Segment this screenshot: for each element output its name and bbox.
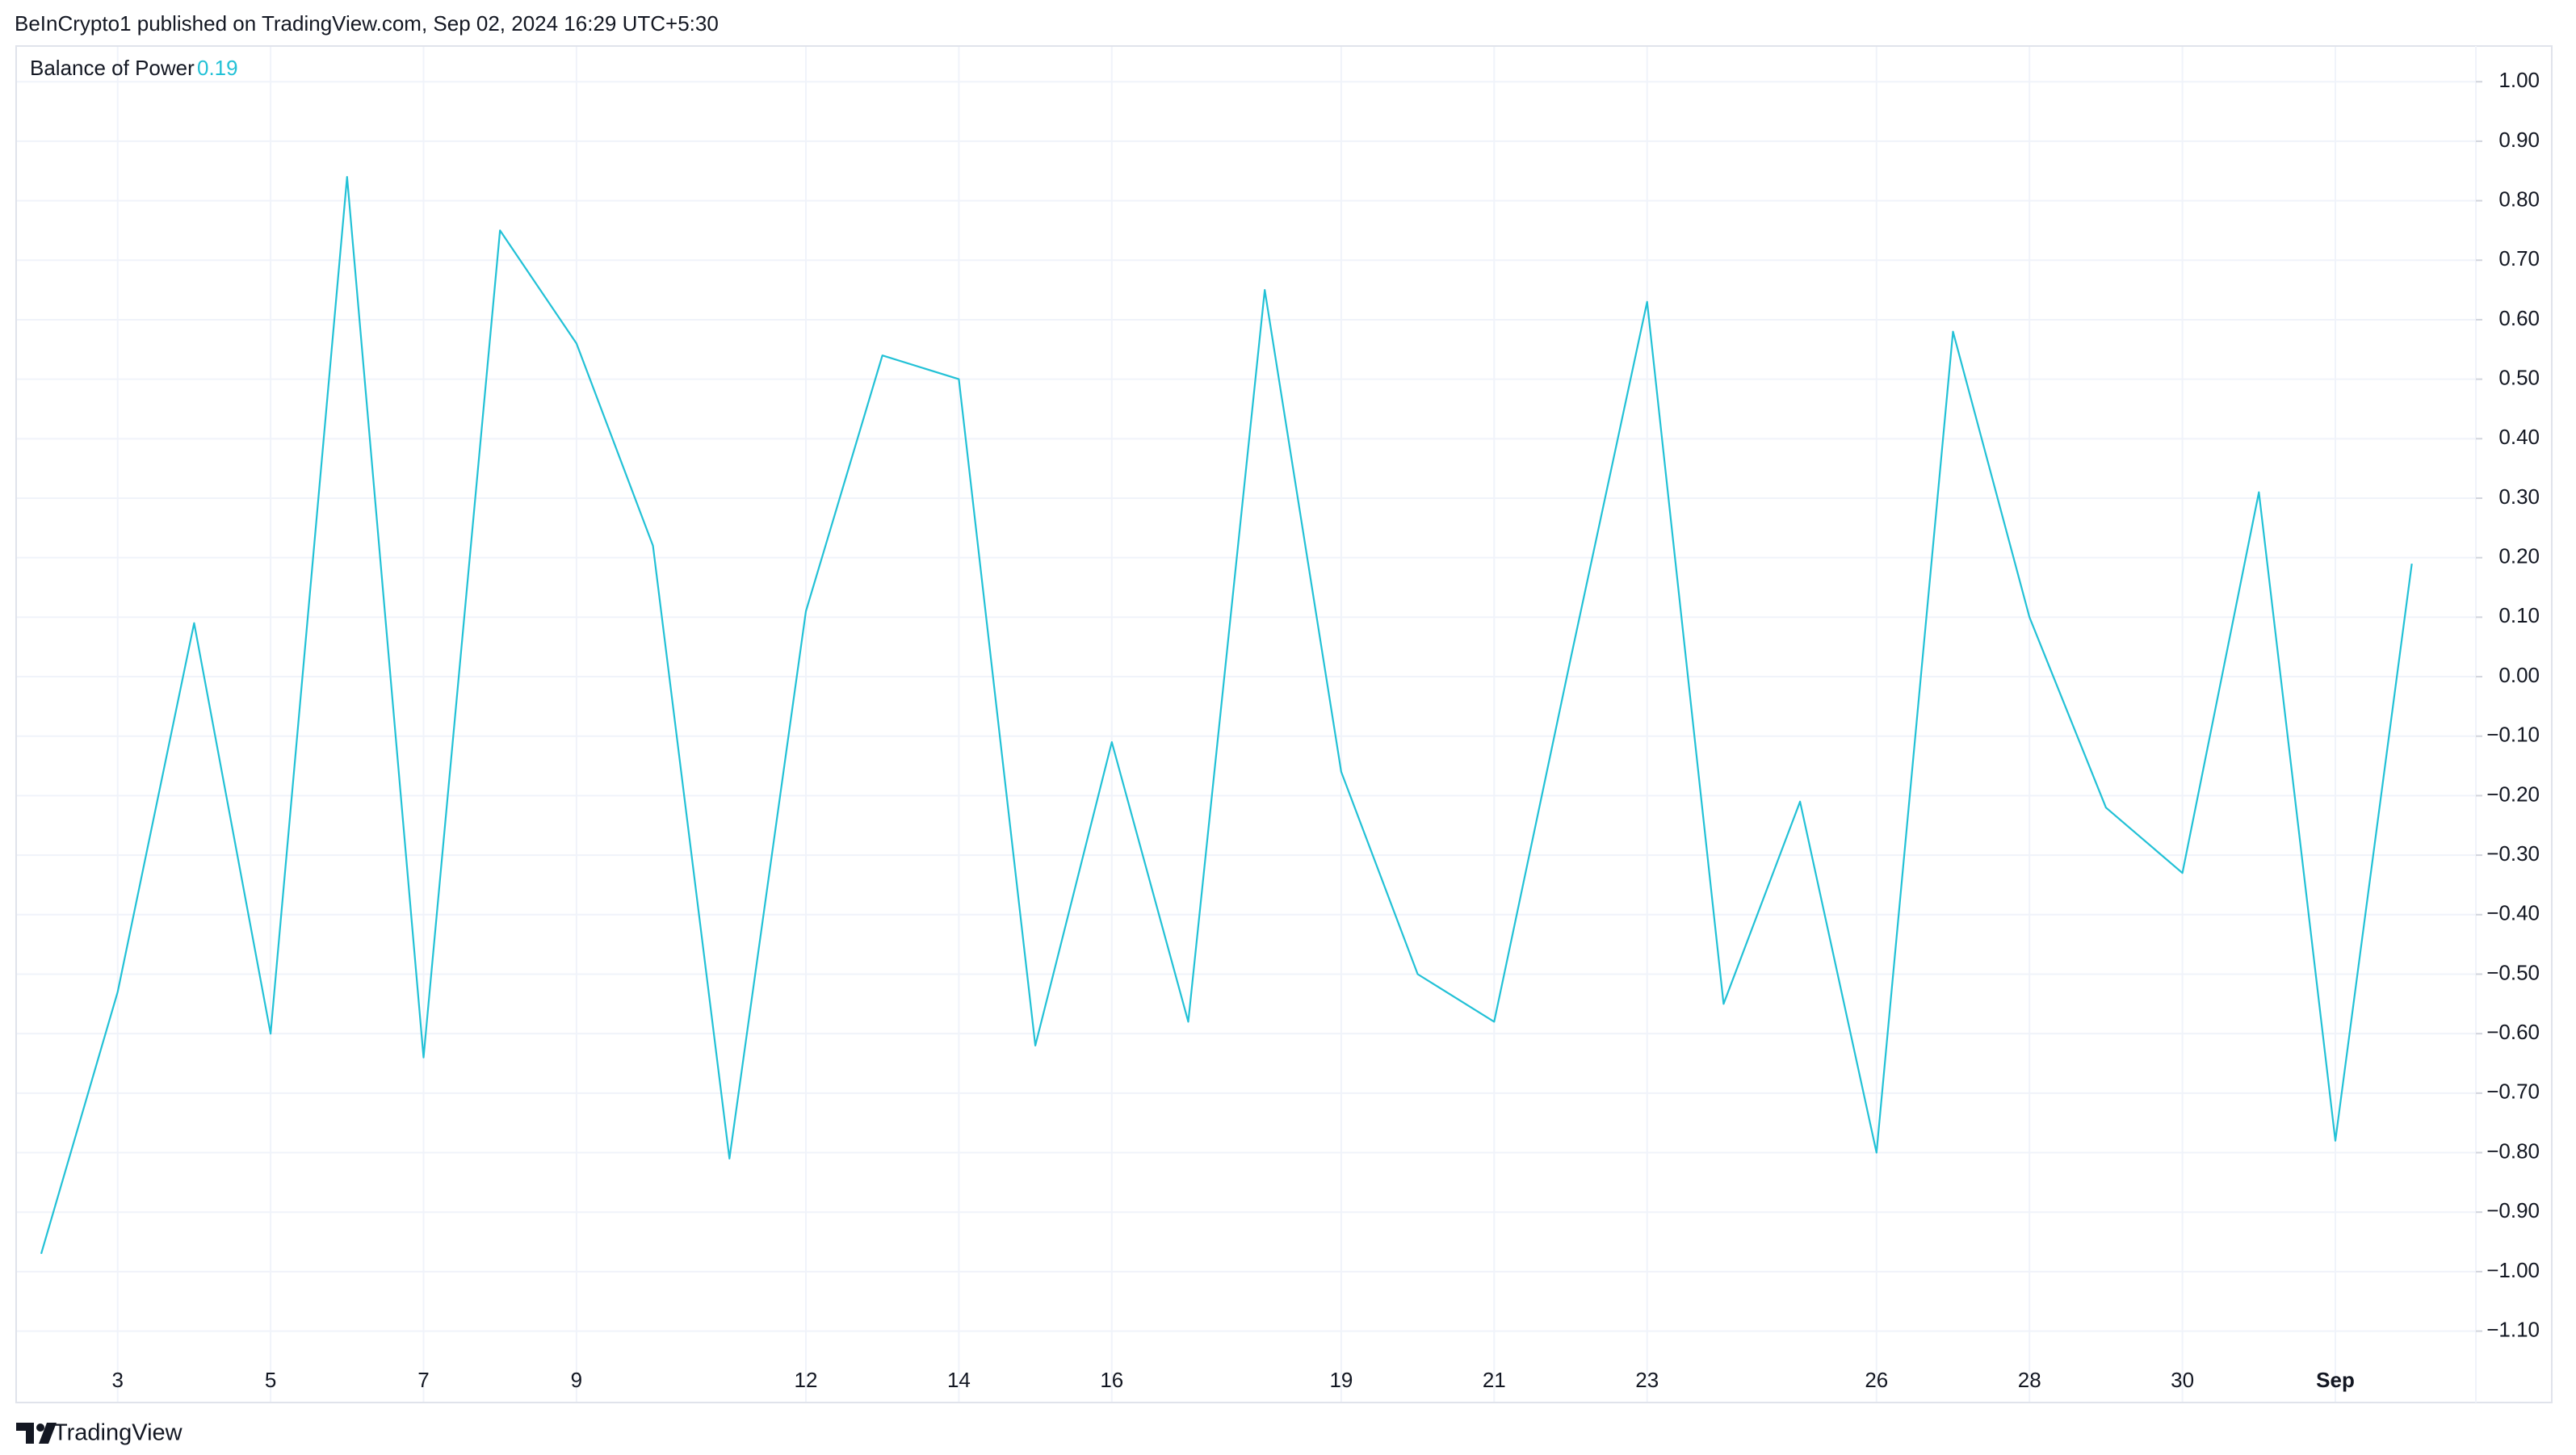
x-tick-label: 5 — [265, 1368, 276, 1392]
x-tick-label: 19 — [1329, 1368, 1353, 1392]
x-tick-label: 23 — [1635, 1368, 1659, 1392]
x-tick-label: Sep — [2316, 1368, 2355, 1392]
logo-dot — [36, 1424, 44, 1432]
y-tick-label: 1.00 — [2498, 68, 2540, 92]
x-tick-label: 7 — [417, 1368, 429, 1392]
y-tick-label: 0.50 — [2498, 366, 2540, 390]
y-tick-label: −0.70 — [2486, 1080, 2540, 1104]
publish-header: BeInCrypto1 published on TradingView.com… — [15, 11, 719, 36]
y-tick-label: −0.60 — [2486, 1020, 2540, 1044]
legend-value: 0.19 — [197, 56, 238, 80]
y-tick-label: −0.20 — [2486, 782, 2540, 806]
x-tick-label: 16 — [1100, 1368, 1123, 1392]
y-tick-label: −0.80 — [2486, 1138, 2540, 1163]
x-tick-label: 12 — [795, 1368, 818, 1392]
y-tick-label: 0.20 — [2498, 544, 2540, 568]
x-tick-label: 14 — [947, 1368, 971, 1392]
y-tick-label: −0.40 — [2486, 901, 2540, 925]
x-tick-label: 30 — [2171, 1368, 2194, 1392]
y-tick-label: 0.80 — [2498, 187, 2540, 211]
tradingview-logo: TradingView — [16, 1420, 183, 1446]
y-tick-label: −1.10 — [2486, 1317, 2540, 1341]
y-tick-label: 0.30 — [2498, 484, 2540, 509]
y-tick-label: 0.90 — [2498, 128, 2540, 152]
y-tick-label: 0.70 — [2498, 246, 2540, 270]
y-tick-label: −0.10 — [2486, 723, 2540, 747]
footer-brand: TradingView — [53, 1420, 183, 1446]
legend-name: Balance of Power — [30, 56, 195, 80]
y-tick-label: −0.90 — [2486, 1198, 2540, 1222]
x-tick-label: 28 — [2018, 1368, 2041, 1392]
logo-icon — [16, 1423, 57, 1444]
y-tick-label: 0.40 — [2498, 425, 2540, 449]
x-tick-label: 26 — [1865, 1368, 1888, 1392]
chart-frame — [15, 45, 2553, 1403]
y-tick-label: 0.10 — [2498, 603, 2540, 627]
y-tick-label: −0.50 — [2486, 960, 2540, 984]
x-tick-label: 3 — [111, 1368, 123, 1392]
grid-layer — [16, 46, 2476, 1403]
y-tick-label: 0.00 — [2498, 663, 2540, 687]
x-tick-label: 21 — [1483, 1368, 1506, 1392]
data-line — [40, 176, 2413, 1255]
y-tick-label: −1.00 — [2486, 1258, 2540, 1282]
x-tick-label: 9 — [571, 1368, 582, 1392]
y-tick-label: 0.60 — [2498, 306, 2540, 330]
y-tick-label: −0.30 — [2486, 841, 2540, 866]
